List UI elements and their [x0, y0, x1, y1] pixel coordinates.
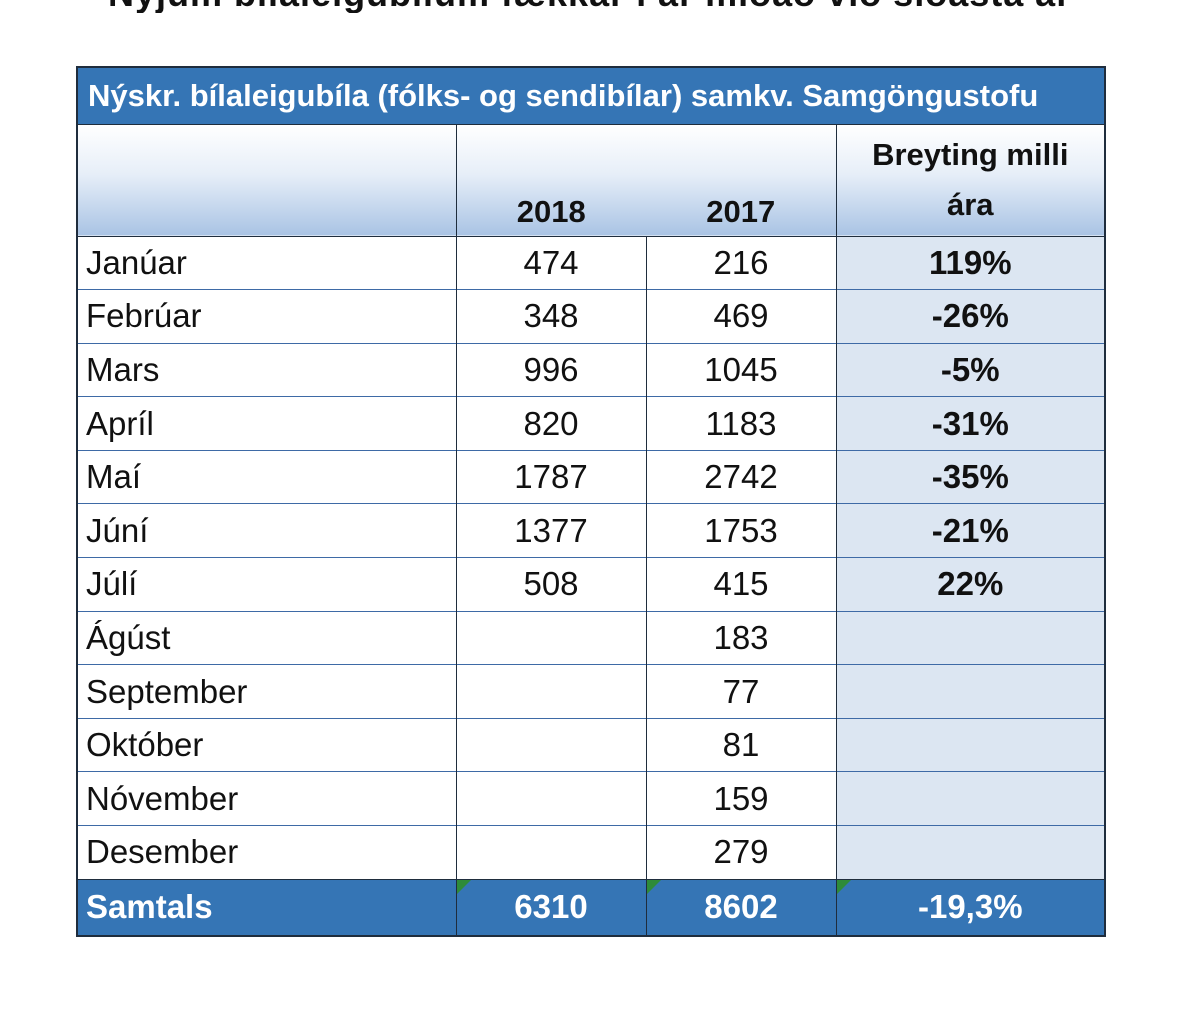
table-row: Desember 279 [78, 825, 1105, 880]
value-2017-cell: 159 [646, 771, 837, 826]
table-row: Maí 1787 2742 -35% [78, 449, 1105, 504]
table-title: Nýskr. bílaleigubíla (fólks- og sendibíl… [78, 68, 1105, 125]
header-2018: 2018 [456, 124, 646, 236]
value-2017-cell: 415 [646, 557, 837, 612]
month-cell: Nóvember [78, 771, 457, 826]
change-cell: 22% [836, 557, 1105, 612]
month-cell: Febrúar [78, 289, 457, 344]
comment-marker-icon [456, 879, 471, 894]
month-cell: Maí [78, 449, 457, 504]
total-row: Samtals 6310 8602 -19,3% [78, 878, 1105, 936]
table-row: Október 81 [78, 717, 1105, 772]
change-cell [836, 825, 1105, 880]
change-cell: -35% [836, 449, 1105, 504]
value-2018-cell: 820 [456, 396, 647, 451]
table-header-row: 2018 2017 Breyting milli ára [78, 124, 1105, 236]
value-2017-cell: 183 [646, 610, 837, 665]
header-month-cell [78, 124, 457, 236]
table-row: Ágúst 183 [78, 610, 1105, 665]
value-2018-cell: 1377 [456, 503, 647, 558]
table-row: Nóvember 159 [78, 771, 1105, 826]
value-2017-cell: 77 [646, 664, 837, 719]
total-change-cell: -19,3% [836, 878, 1105, 936]
comment-marker-icon [836, 879, 851, 894]
change-cell: 119% [836, 235, 1105, 290]
table-row: Júlí 508 415 22% [78, 557, 1105, 612]
comment-marker-icon [646, 879, 661, 894]
value-2018-cell: 996 [456, 342, 647, 397]
value-2018-cell: 1787 [456, 449, 647, 504]
value-2018-cell [456, 664, 647, 719]
value-2018-cell [456, 717, 647, 772]
registrations-table: Nýskr. bílaleigubíla (fólks- og sendibíl… [76, 66, 1106, 938]
month-cell: Október [78, 717, 457, 772]
table-row: Febrúar 348 469 -26% [78, 289, 1105, 344]
total-2017-cell: 8602 [646, 878, 837, 936]
month-cell: Apríl [78, 396, 457, 451]
total-2018-cell: 6310 [456, 878, 647, 936]
table-row: Júní 1377 1753 -21% [78, 503, 1105, 558]
table-row: September 77 [78, 664, 1105, 719]
month-cell: Janúar [78, 235, 457, 290]
change-cell [836, 717, 1105, 772]
cut-off-page-heading: Nýjum bílaleigubílum fækkar í ár miðað v… [0, 0, 1200, 13]
total-change: -19,3% [917, 888, 1023, 926]
value-2017-cell: 469 [646, 289, 837, 344]
month-cell: September [78, 664, 457, 719]
value-2018-cell [456, 825, 647, 880]
change-cell: -5% [836, 342, 1105, 397]
table-row: Janúar 474 216 119% [78, 235, 1105, 290]
value-2017-cell: 81 [646, 717, 837, 772]
change-cell [836, 664, 1105, 719]
table-row: Apríl 820 1183 -31% [78, 396, 1105, 451]
total-label: Samtals [78, 878, 457, 936]
value-2017-cell: 216 [646, 235, 837, 290]
change-cell [836, 610, 1105, 665]
value-2018-cell: 474 [456, 235, 647, 290]
change-cell: -26% [836, 289, 1105, 344]
month-cell: Ágúst [78, 610, 457, 665]
month-cell: Desember [78, 825, 457, 880]
value-2017-cell: 1753 [646, 503, 837, 558]
value-2017-cell: 1045 [646, 342, 837, 397]
month-cell: Júní [78, 503, 457, 558]
change-cell: -21% [836, 503, 1105, 558]
table-row: Mars 996 1045 -5% [78, 342, 1105, 397]
header-change-line1: Breyting milli [872, 137, 1069, 172]
value-2018-cell [456, 771, 647, 826]
header-2017: 2017 [646, 124, 837, 236]
value-2018-cell [456, 610, 647, 665]
page-heading-text: Nýjum bílaleigubílum fækkar í ár miðað v… [108, 0, 1071, 13]
value-2018-cell: 348 [456, 289, 647, 344]
total-2017: 8602 [704, 888, 778, 926]
value-2017-cell: 1183 [646, 396, 837, 451]
header-change-line2: ára [947, 187, 994, 222]
value-2017-cell: 279 [646, 825, 837, 880]
header-change: Breyting milli ára [836, 124, 1105, 236]
month-cell: Júlí [78, 557, 457, 612]
month-cell: Mars [78, 342, 457, 397]
change-cell [836, 771, 1105, 826]
change-cell: -31% [836, 396, 1105, 451]
value-2017-cell: 2742 [646, 449, 837, 504]
total-2018: 6310 [514, 888, 588, 926]
value-2018-cell: 508 [456, 557, 647, 612]
